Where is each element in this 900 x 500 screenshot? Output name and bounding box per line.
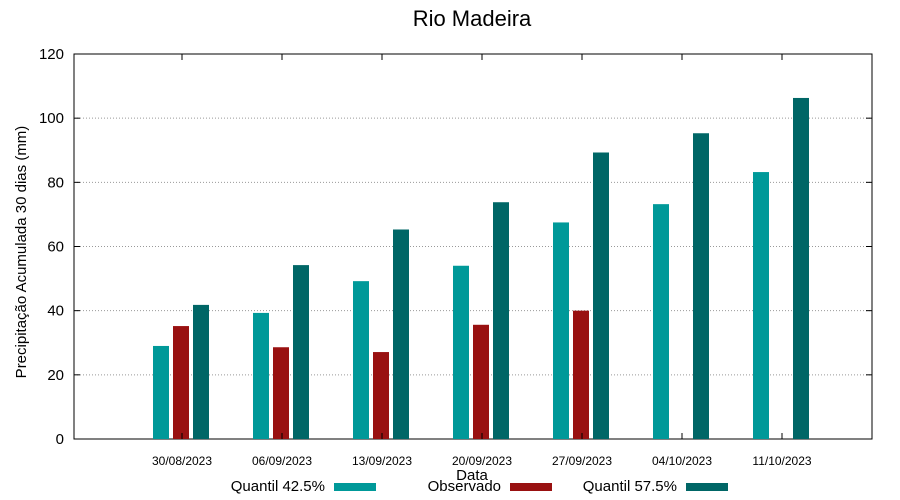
y-tick-label: 120 bbox=[39, 46, 64, 63]
bar-observado-3 bbox=[473, 324, 489, 439]
legend-swatch bbox=[686, 483, 728, 491]
bar-quantil-42-5--2 bbox=[353, 281, 369, 439]
x-tick-label: 04/10/2023 bbox=[652, 454, 712, 468]
bar-quantil-42-5--4 bbox=[553, 222, 569, 439]
y-axis-ticks: 0 20 40 60 80 100 120 bbox=[39, 46, 872, 448]
legend-label: Quantil 57.5% bbox=[583, 478, 677, 495]
x-tick-label: 30/08/2023 bbox=[152, 454, 212, 468]
y-axis-label: Precipitação Acumulada 30 dias (mm) bbox=[13, 126, 30, 379]
x-tick-label: 27/09/2023 bbox=[552, 454, 612, 468]
bar-observado-1 bbox=[273, 347, 289, 439]
chart-title: Rio Madeira bbox=[413, 6, 532, 31]
y-tick-label: 100 bbox=[39, 110, 64, 127]
y-tick-label: 20 bbox=[47, 367, 64, 384]
bars bbox=[153, 97, 809, 440]
y-tick-label: 80 bbox=[47, 174, 64, 191]
bar-quantil-57-5--0 bbox=[193, 304, 209, 439]
x-tick-label: 13/09/2023 bbox=[352, 454, 412, 468]
bar-quantil-42-5--0 bbox=[153, 345, 169, 439]
y-tick-label: 60 bbox=[47, 239, 64, 256]
x-axis-label: Data bbox=[456, 467, 488, 484]
y-tick-label: 0 bbox=[56, 431, 64, 448]
legend-swatch bbox=[510, 483, 552, 491]
bar-observado-0 bbox=[173, 326, 189, 439]
legend-swatch bbox=[334, 483, 376, 491]
bar-quantil-57-5--1 bbox=[293, 265, 309, 439]
bar-quantil-42-5--5 bbox=[653, 204, 669, 439]
legend: Quantil 42.5% Observado Quantil 57.5% bbox=[231, 478, 728, 495]
y-tick-label: 40 bbox=[47, 303, 64, 320]
bar-quantil-57-5--4 bbox=[593, 152, 609, 439]
bar-quantil-42-5--3 bbox=[453, 265, 469, 439]
x-tick-label: 11/10/2023 bbox=[752, 454, 811, 468]
bar-quantil-57-5--6 bbox=[793, 97, 809, 440]
x-tick-label: 06/09/2023 bbox=[252, 454, 312, 468]
bar-quantil-57-5--3 bbox=[493, 202, 509, 439]
legend-label: Observado bbox=[428, 478, 501, 495]
bar-quantil-57-5--2 bbox=[393, 229, 409, 439]
bar-observado-2 bbox=[373, 352, 389, 439]
x-axis-ticks: 30/08/2023 06/09/2023 13/09/2023 20/09/2023… bbox=[152, 54, 812, 468]
legend-label: Quantil 42.5% bbox=[231, 478, 325, 495]
x-tick-label: 20/09/2023 bbox=[452, 454, 512, 468]
bar-quantil-42-5--6 bbox=[753, 172, 769, 440]
bar-observado-4 bbox=[573, 310, 589, 439]
bar-quantil-57-5--5 bbox=[693, 133, 709, 439]
bar-quantil-42-5--1 bbox=[253, 312, 269, 439]
